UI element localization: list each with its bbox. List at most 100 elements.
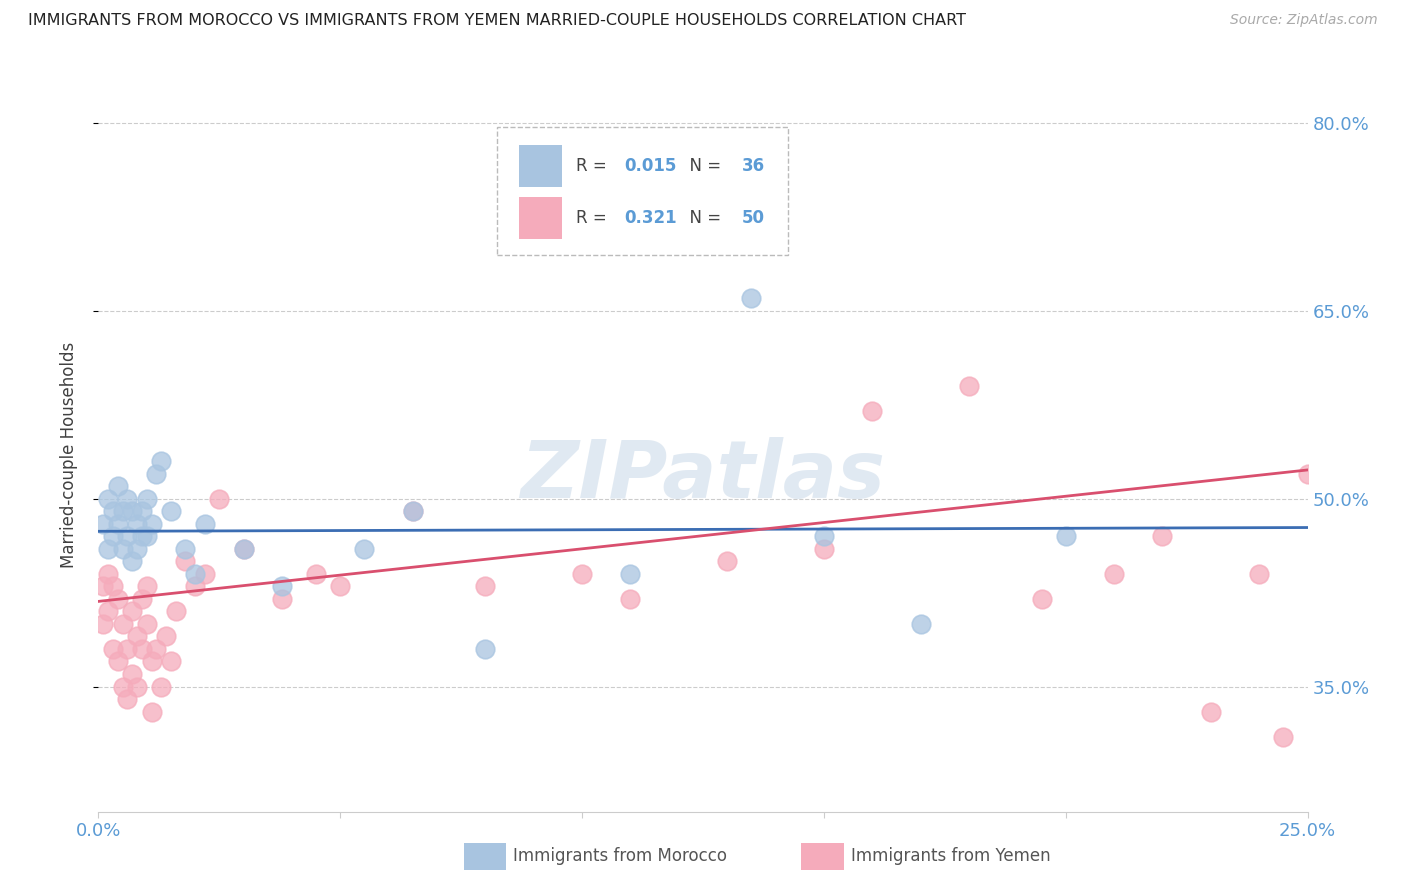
Point — [127, 630, 149, 644]
Point — [329, 579, 352, 593]
Point — [131, 591, 153, 606]
Point — [860, 404, 883, 418]
Text: 36: 36 — [742, 157, 765, 175]
Point — [111, 504, 134, 518]
Point — [271, 579, 294, 593]
Text: 50: 50 — [742, 209, 765, 227]
Point — [117, 642, 139, 657]
Point — [131, 529, 153, 543]
Point — [97, 491, 120, 506]
Point — [135, 579, 157, 593]
Point — [1054, 529, 1077, 543]
Point — [111, 616, 134, 631]
Point — [619, 591, 641, 606]
Bar — [519, 196, 561, 239]
Point — [271, 591, 294, 606]
Point — [111, 680, 134, 694]
Point — [232, 541, 254, 556]
Point — [402, 504, 425, 518]
Text: Source: ZipAtlas.com: Source: ZipAtlas.com — [1230, 13, 1378, 28]
Point — [194, 566, 217, 581]
Point — [1249, 566, 1271, 581]
Point — [813, 529, 835, 543]
Point — [135, 491, 157, 506]
Point — [121, 667, 143, 681]
Point — [135, 616, 157, 631]
Point — [716, 554, 738, 568]
Point — [101, 642, 124, 657]
Point — [97, 566, 120, 581]
Text: N =: N = — [679, 209, 725, 227]
Point — [155, 630, 177, 644]
Point — [127, 541, 149, 556]
Point — [957, 379, 980, 393]
Text: ZIPatlas: ZIPatlas — [520, 437, 886, 516]
Point — [353, 541, 375, 556]
Point — [1152, 529, 1174, 543]
Text: R =: R = — [576, 209, 612, 227]
Point — [91, 616, 114, 631]
Point — [107, 479, 129, 493]
Point — [184, 579, 207, 593]
Bar — [519, 145, 561, 187]
Text: 0.015: 0.015 — [624, 157, 676, 175]
Point — [145, 642, 167, 657]
Point — [111, 541, 134, 556]
Point — [141, 705, 163, 719]
Point — [121, 604, 143, 618]
Point — [174, 541, 197, 556]
Point — [107, 516, 129, 531]
Point — [101, 529, 124, 543]
Point — [141, 516, 163, 531]
Point — [194, 516, 217, 531]
Y-axis label: Married-couple Households: Married-couple Households — [59, 342, 77, 568]
Point — [150, 454, 173, 468]
Point — [474, 579, 496, 593]
Point — [1199, 705, 1222, 719]
Point — [208, 491, 231, 506]
Text: 0.321: 0.321 — [624, 209, 678, 227]
Point — [127, 680, 149, 694]
Point — [145, 467, 167, 481]
FancyBboxPatch shape — [498, 127, 787, 255]
Point — [131, 504, 153, 518]
Point — [165, 604, 187, 618]
Text: R =: R = — [576, 157, 612, 175]
Point — [740, 292, 762, 306]
Text: Immigrants from Morocco: Immigrants from Morocco — [513, 847, 727, 865]
Point — [117, 491, 139, 506]
Point — [813, 541, 835, 556]
Point — [117, 692, 139, 706]
Point — [619, 566, 641, 581]
Point — [232, 541, 254, 556]
Point — [107, 655, 129, 669]
Point — [101, 579, 124, 593]
Text: N =: N = — [679, 157, 725, 175]
Point — [1272, 730, 1295, 744]
Point — [402, 504, 425, 518]
Point — [1031, 591, 1053, 606]
Point — [305, 566, 328, 581]
Point — [117, 529, 139, 543]
Point — [184, 566, 207, 581]
Text: IMMIGRANTS FROM MOROCCO VS IMMIGRANTS FROM YEMEN MARRIED-COUPLE HOUSEHOLDS CORRE: IMMIGRANTS FROM MOROCCO VS IMMIGRANTS FR… — [28, 13, 966, 29]
Point — [101, 504, 124, 518]
Point — [121, 554, 143, 568]
Point — [135, 529, 157, 543]
Point — [141, 655, 163, 669]
Text: Immigrants from Yemen: Immigrants from Yemen — [851, 847, 1050, 865]
Point — [97, 541, 120, 556]
Point — [910, 616, 932, 631]
Point — [1296, 467, 1319, 481]
Point — [97, 604, 120, 618]
Point — [121, 504, 143, 518]
Point — [160, 655, 183, 669]
Point — [91, 516, 114, 531]
Point — [127, 516, 149, 531]
Point — [571, 566, 593, 581]
Point — [160, 504, 183, 518]
Point — [91, 579, 114, 593]
Point — [1102, 566, 1125, 581]
Point — [107, 591, 129, 606]
Point — [474, 642, 496, 657]
